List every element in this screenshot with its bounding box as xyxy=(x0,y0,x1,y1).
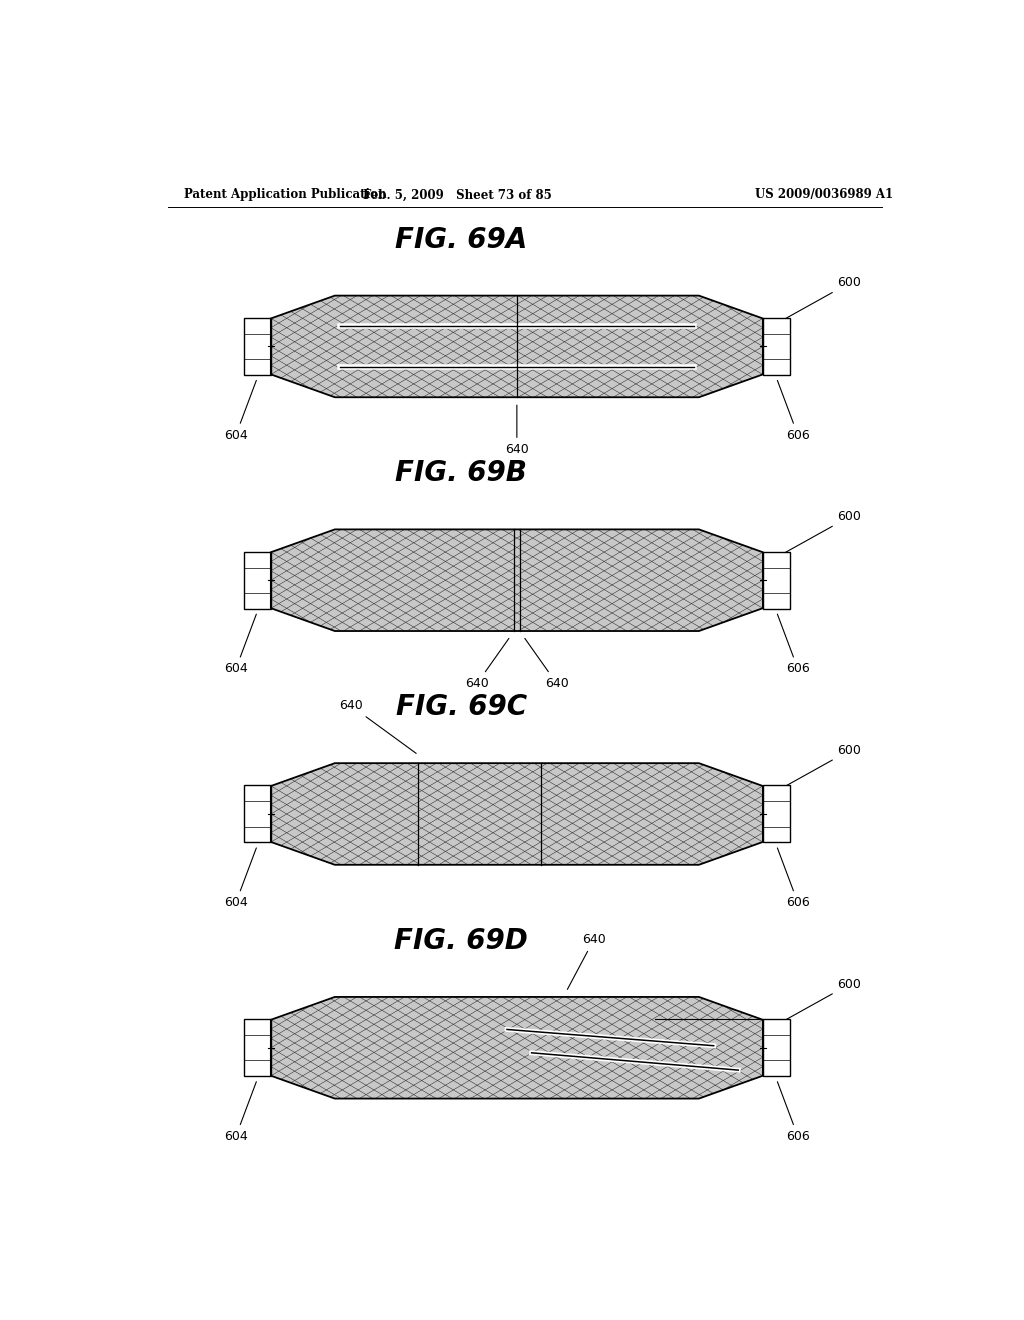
Polygon shape xyxy=(270,296,763,397)
Text: 640: 640 xyxy=(525,639,568,690)
Text: 640: 640 xyxy=(465,639,509,690)
Text: 640: 640 xyxy=(339,700,416,754)
Polygon shape xyxy=(270,529,763,631)
Bar xyxy=(763,1019,790,1076)
Text: 606: 606 xyxy=(777,614,810,676)
Text: 604: 604 xyxy=(224,614,256,676)
Text: Patent Application Publication: Patent Application Publication xyxy=(183,189,386,202)
Bar xyxy=(763,318,790,375)
Text: 640: 640 xyxy=(505,405,528,455)
Text: 600: 600 xyxy=(779,511,861,556)
Text: 604: 604 xyxy=(224,380,256,442)
Text: 606: 606 xyxy=(777,847,810,909)
Text: 606: 606 xyxy=(777,1081,810,1143)
Text: FIG. 69D: FIG. 69D xyxy=(394,927,528,956)
Text: 600: 600 xyxy=(779,978,861,1023)
Text: 600: 600 xyxy=(779,276,861,322)
Polygon shape xyxy=(270,763,763,865)
Text: US 2009/0036989 A1: US 2009/0036989 A1 xyxy=(755,189,893,202)
Text: 604: 604 xyxy=(224,847,256,909)
Bar xyxy=(244,318,270,375)
Bar xyxy=(244,1019,270,1076)
Text: FIG. 69A: FIG. 69A xyxy=(395,226,527,253)
Text: 600: 600 xyxy=(779,744,861,789)
Bar xyxy=(763,785,790,842)
Text: 604: 604 xyxy=(224,1081,256,1143)
Text: 606: 606 xyxy=(777,380,810,442)
Bar xyxy=(763,552,790,609)
Text: FIG. 69C: FIG. 69C xyxy=(395,693,527,721)
Bar xyxy=(244,785,270,842)
Bar xyxy=(244,552,270,609)
Text: 640: 640 xyxy=(567,933,605,990)
Polygon shape xyxy=(270,997,763,1098)
Text: FIG. 69B: FIG. 69B xyxy=(395,459,527,487)
Text: Feb. 5, 2009   Sheet 73 of 85: Feb. 5, 2009 Sheet 73 of 85 xyxy=(362,189,552,202)
